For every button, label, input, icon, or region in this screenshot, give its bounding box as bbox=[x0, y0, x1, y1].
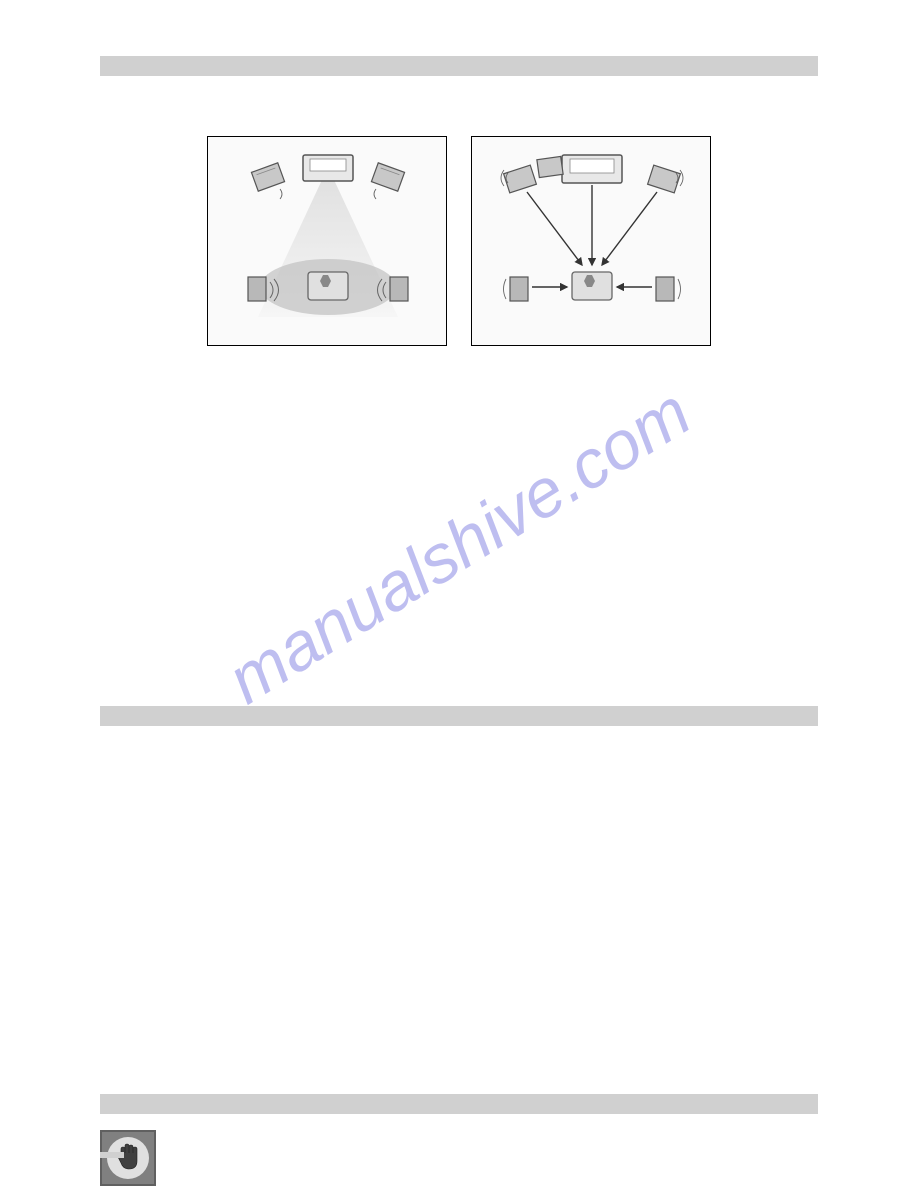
section-heading-bar-1 bbox=[100, 56, 818, 76]
speaker-layout-diagram-right bbox=[471, 136, 711, 346]
surround-sound-diagram-icon bbox=[208, 137, 448, 347]
caution-row bbox=[100, 1130, 818, 1186]
manual-page: manualshive.com bbox=[0, 0, 918, 1188]
caution-icon-inner bbox=[107, 1137, 149, 1179]
hand-stop-icon bbox=[115, 1143, 141, 1173]
content-spacer-1 bbox=[100, 386, 818, 666]
directional-sound-diagram-icon bbox=[472, 137, 712, 347]
section-heading-bar-2 bbox=[100, 706, 818, 726]
content-spacer-2 bbox=[100, 734, 818, 1054]
speaker-layout-diagram-left bbox=[207, 136, 447, 346]
page-number bbox=[100, 1152, 124, 1158]
caution-hand-icon bbox=[100, 1130, 156, 1186]
diagram-row bbox=[100, 136, 818, 346]
section-heading-bar-3 bbox=[100, 1094, 818, 1114]
